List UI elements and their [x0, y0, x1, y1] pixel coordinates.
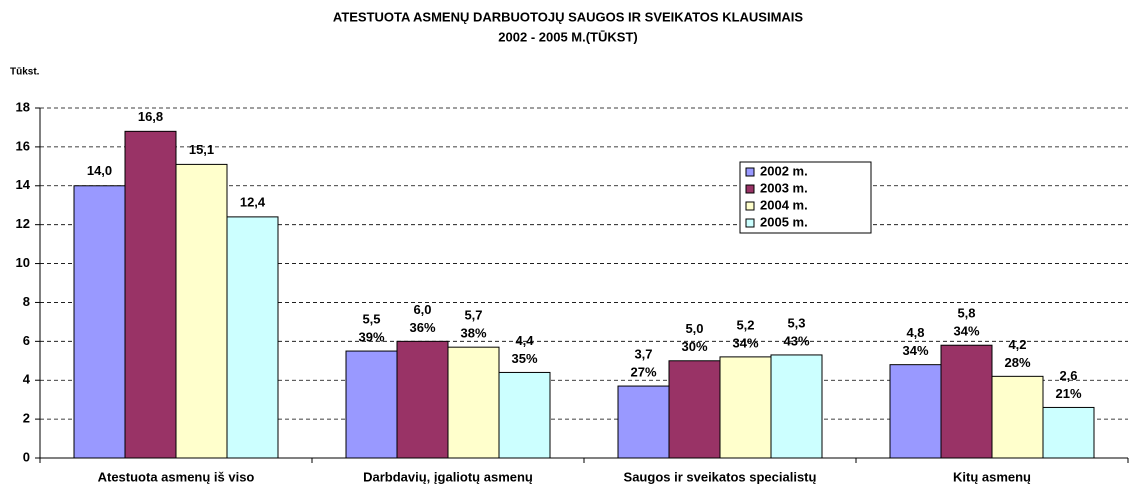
y-tick-label: 8	[23, 294, 30, 309]
data-label: 5,8	[957, 306, 975, 321]
percent-label: 34%	[732, 335, 758, 350]
y-tick-label: 2	[23, 411, 30, 426]
data-label: 5,2	[736, 317, 754, 332]
percent-label: 43%	[783, 333, 809, 348]
bar	[396, 340, 449, 459]
bar	[73, 185, 126, 459]
y-tick-label: 16	[16, 138, 30, 153]
data-label: 5,0	[685, 321, 703, 336]
y-tick-label: 6	[23, 333, 30, 348]
data-label: 4,2	[1008, 337, 1026, 352]
bar	[991, 375, 1044, 459]
percent-label: 21%	[1055, 386, 1081, 401]
percent-label: 38%	[460, 326, 486, 341]
legend-swatch	[745, 201, 755, 211]
data-label: 14,0	[87, 163, 112, 178]
legend-label: 2002 m.	[760, 163, 808, 178]
chart-subtitle: 2002 - 2005 M.(TŪKST)	[498, 29, 637, 44]
percent-label: 27%	[630, 364, 656, 379]
legend-swatch	[745, 184, 755, 194]
bar	[719, 356, 772, 459]
y-tick-label: 0	[23, 449, 30, 464]
y-tick-label: 14	[16, 177, 31, 192]
percent-label: 39%	[358, 329, 384, 344]
bar	[940, 344, 993, 459]
bar	[175, 163, 228, 459]
percent-label: 28%	[1004, 355, 1030, 370]
percent-label: 34%	[902, 343, 928, 358]
y-tick-label: 10	[16, 255, 30, 270]
data-label: 6,0	[413, 302, 431, 317]
percent-label: 30%	[681, 339, 707, 354]
percent-label: 34%	[953, 324, 979, 339]
bar	[617, 385, 670, 459]
data-label: 5,5	[362, 311, 380, 326]
x-tick-label: Darbdavių, įgaliotų asmenų	[363, 469, 533, 484]
data-label: 4,8	[906, 325, 924, 340]
x-tick-label: Atestuota asmenų iš viso	[98, 469, 255, 484]
data-label: 4,4	[515, 333, 534, 348]
data-label: 2,6	[1059, 368, 1077, 383]
bar	[447, 346, 500, 459]
x-tick-label: Kitų asmenų	[953, 469, 1031, 484]
data-label: 16,8	[138, 109, 163, 124]
y-tick-label: 18	[16, 99, 30, 114]
bar	[124, 130, 177, 459]
y-tick-label: 4	[23, 372, 31, 387]
percent-label: 35%	[511, 351, 537, 366]
bar	[770, 354, 823, 459]
chart-title: ATESTUOTA ASMENŲ DARBUOTOJŲ SAUGOS IR SV…	[333, 9, 804, 24]
x-tick-label: Saugos ir sveikatos specialistų	[624, 469, 817, 484]
y-tick-label: 12	[16, 216, 30, 231]
legend-label: 2005 m.	[760, 214, 808, 229]
bar	[226, 216, 279, 459]
bar	[498, 371, 551, 459]
legend-label: 2003 m.	[760, 180, 808, 195]
data-label: 5,3	[787, 315, 805, 330]
bar	[345, 350, 398, 459]
data-label: 5,7	[464, 308, 482, 323]
y-axis-label: Tūkst.	[10, 67, 40, 78]
data-label: 15,1	[189, 142, 214, 157]
legend-swatch	[745, 167, 755, 177]
legend-box	[739, 161, 872, 234]
bar	[668, 360, 721, 459]
data-label: 3,7	[634, 346, 652, 361]
percent-label: 36%	[409, 320, 435, 335]
legend-label: 2004 m.	[760, 197, 808, 212]
legend-swatch	[745, 218, 755, 228]
bar	[889, 364, 942, 459]
bar	[1042, 406, 1095, 459]
data-label: 12,4	[240, 194, 266, 209]
